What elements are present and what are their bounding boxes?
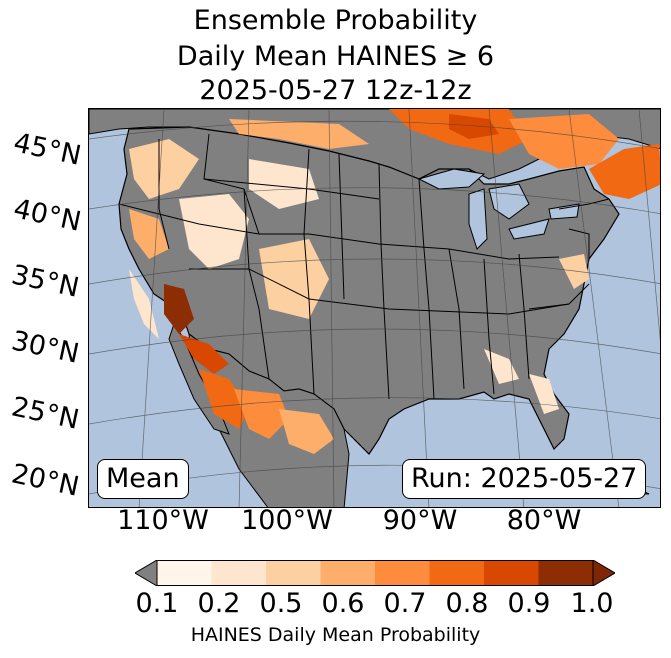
mean-label: Mean bbox=[97, 459, 189, 499]
lon-label-80w: 80°W bbox=[506, 505, 582, 536]
colorbar-tick-3: 0.6 bbox=[321, 588, 365, 619]
colorbar-segment-3 bbox=[320, 560, 376, 586]
colorbar-segments bbox=[157, 560, 594, 586]
colorbar-segment-1 bbox=[211, 560, 267, 586]
colorbar-tick-7: 1.0 bbox=[570, 588, 614, 619]
title-line-1: Ensemble Probability bbox=[193, 5, 478, 36]
colorbar-tick-1: 0.2 bbox=[197, 588, 241, 619]
great-lakes bbox=[417, 168, 580, 250]
lat-label-35n: 35°N bbox=[8, 259, 82, 304]
lat-label-25n: 25°N bbox=[8, 391, 82, 436]
colorbar-tick-2: 0.5 bbox=[259, 588, 303, 619]
lat-label-20n: 20°N bbox=[8, 458, 82, 503]
colorbar-segment-0 bbox=[157, 560, 212, 586]
colorbar-segment-4 bbox=[375, 560, 430, 586]
lon-label-100w: 100°W bbox=[241, 505, 333, 536]
probability-map: Mean Run: 2025-05-27 bbox=[88, 108, 661, 508]
lat-label-30n: 30°N bbox=[8, 325, 82, 370]
colorbar-segment-5 bbox=[429, 560, 485, 586]
colorbar-tick-4: 0.7 bbox=[383, 588, 427, 619]
colorbar-tick-5: 0.8 bbox=[445, 588, 489, 619]
colorbar-under-arrow bbox=[135, 560, 158, 586]
state-borders bbox=[118, 133, 610, 400]
probability-patches bbox=[129, 109, 660, 454]
colorbar-segment-7 bbox=[538, 560, 594, 586]
colorbar-label: HAINES Daily Mean Probability bbox=[190, 624, 481, 646]
lon-label-90w: 90°W bbox=[382, 505, 458, 536]
colorbar-tick-0: 0.1 bbox=[135, 588, 179, 619]
colorbar-segment-2 bbox=[266, 560, 321, 586]
lon-label-110w: 110°W bbox=[117, 505, 209, 536]
title-line-2: Daily Mean HAINES ≥ 6 bbox=[176, 41, 495, 72]
colorbar-tick-6: 0.9 bbox=[507, 588, 551, 619]
colorbar bbox=[135, 560, 615, 586]
lat-label-40n: 40°N bbox=[10, 193, 84, 238]
map-canvas bbox=[89, 109, 660, 507]
title-line-3: 2025-05-27 12z-12z bbox=[199, 75, 472, 106]
run-date-label: Run: 2025-05-27 bbox=[402, 459, 647, 499]
colorbar-over-arrow bbox=[592, 560, 615, 586]
colorbar-segment-6 bbox=[484, 560, 539, 586]
colorbar-outline bbox=[156, 560, 594, 586]
lat-label-45n: 45°N bbox=[10, 127, 84, 172]
graticule bbox=[89, 109, 660, 507]
